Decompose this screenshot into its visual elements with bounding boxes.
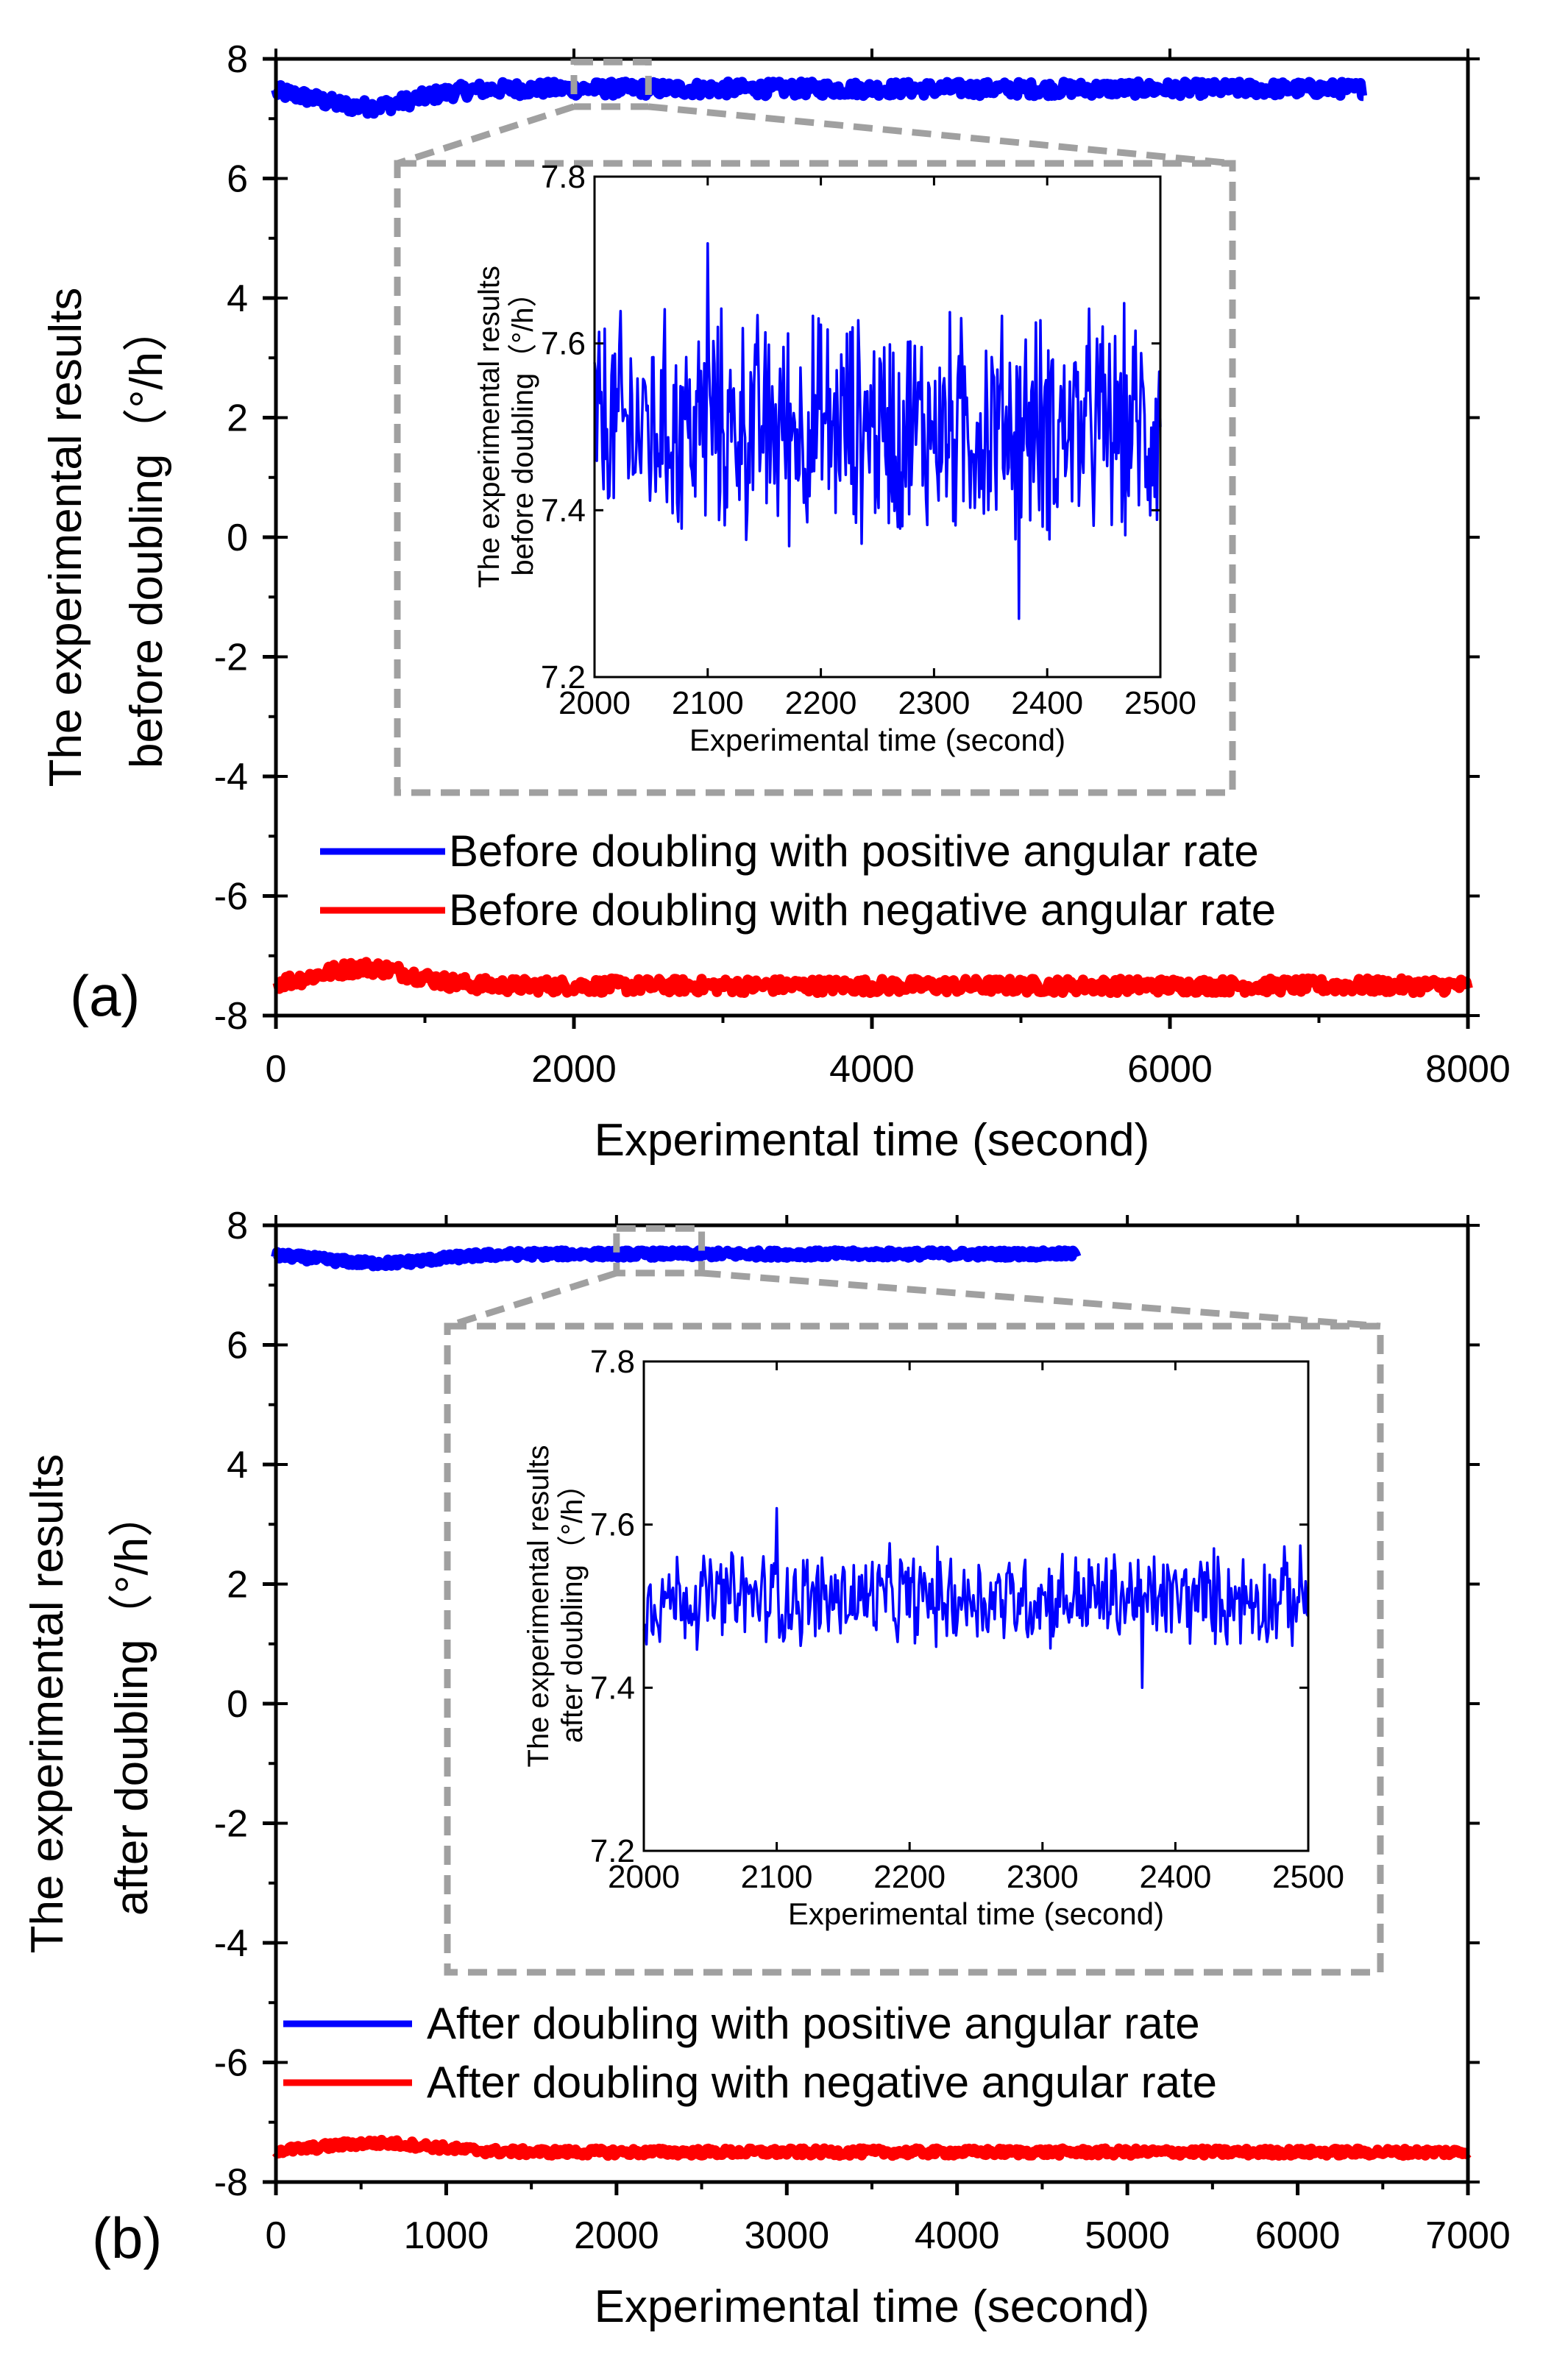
inset-x-tick-label: 2500 — [1272, 1859, 1344, 1895]
inset-y-tick-label: 7.4 — [590, 1670, 635, 1706]
y-axis-title-line: The experimental results — [40, 288, 91, 787]
inset-frame — [593, 175, 1162, 679]
inset-y-tick-label: 7.2 — [590, 1833, 635, 1869]
panel-label: (b) — [92, 2206, 162, 2270]
inset-y-axis-title: The experimental results before doubling（… — [473, 266, 539, 588]
inset-dashed-border — [444, 1322, 1384, 1976]
x-tick-label: 8000 — [1425, 1048, 1511, 1091]
inset-x-tick-label: 2200 — [873, 1859, 946, 1895]
x-tick-label: 3000 — [744, 2214, 829, 2257]
y-tick-label: 2 — [227, 397, 248, 440]
x-tick-label: 1000 — [404, 2214, 489, 2257]
y-tick-label: 6 — [227, 1325, 248, 1367]
inset-x-tick-label: 2100 — [672, 685, 744, 721]
y-axis-title-line: after doubling（°/h） — [107, 1492, 157, 1916]
y-tick-label: -8 — [214, 995, 248, 1038]
y-tick-label: 4 — [227, 277, 248, 320]
legend-label: After doubling with positive angular rat… — [427, 1999, 1200, 2048]
inset-x-tick-label: 2000 — [558, 685, 631, 721]
inset-y-axis-title-line: The experimental results — [473, 266, 505, 588]
inset-series-line — [642, 1506, 1310, 1690]
x-tick-label: 4000 — [829, 1048, 915, 1091]
x-tick-label: 0 — [266, 1048, 287, 1091]
inset-x-tick-label: 2300 — [1007, 1859, 1079, 1895]
panel-label: (a) — [70, 963, 140, 1028]
y-tick-label: -6 — [214, 2042, 248, 2085]
panel-b: 8 6 4 2 0 -2 -4 -6 -8 0 1000 2000 3000 4000 5000 6000 70… — [22, 1205, 1511, 2332]
inset-y-axis-title: The experimental results after doubling（°… — [522, 1445, 589, 1768]
inset-y-tick-label: 7.8 — [541, 159, 586, 195]
y-tick-label: 0 — [227, 517, 248, 559]
y-tick-label: 8 — [227, 38, 248, 81]
series-line-positive — [271, 1245, 1082, 1272]
zoom-connector-right — [701, 1269, 1381, 1330]
y-axis-title-line: before doubling（°/h） — [121, 306, 172, 768]
inset-x-tick-label: 2300 — [898, 685, 970, 721]
y-tick-label: 2 — [227, 1564, 248, 1607]
series-line-positive — [271, 76, 1368, 119]
zoom-region-box — [570, 58, 652, 110]
x-tick-label: 4000 — [915, 2214, 1000, 2257]
inset-x-tick-label: 2200 — [785, 685, 857, 721]
inset-y-axis-title-line: after doubling（°/h） — [556, 1470, 589, 1743]
inset-y-axis-title-line: The experimental results — [522, 1445, 555, 1768]
inset-y-tick-label: 7.8 — [590, 1344, 635, 1380]
x-axis-title: Experimental time (second) — [595, 1115, 1150, 1166]
y-tick-label: 8 — [227, 1205, 248, 1247]
zoom-connector-right — [648, 103, 1233, 167]
series-line-negative — [272, 2134, 1472, 2161]
zoom-connector-left — [446, 1269, 618, 1330]
panel-a: 8 6 4 2 0 -2 -4 -6 -8 0 2000 4000 6000 8000 Experiment… — [40, 38, 1511, 1166]
series-line-negative — [272, 957, 1473, 999]
y-tick-label: -4 — [214, 1922, 248, 1965]
inset-x-axis-title: Experimental time (second) — [689, 723, 1065, 757]
inset-y-tick-label: 7.6 — [590, 1507, 635, 1543]
inset-x-tick-label: 2400 — [1011, 685, 1083, 721]
legend-label: Before doubling with negative angular ra… — [449, 885, 1276, 935]
inset-x-tick-label: 2500 — [1124, 685, 1196, 721]
inset-dashed-border — [394, 160, 1236, 796]
inset-y-axis-title-line: before doubling（°/h） — [507, 277, 539, 575]
x-tick-label: 6000 — [1127, 1048, 1213, 1091]
y-tick-label: -2 — [214, 637, 248, 679]
inset-x-tick-label: 2100 — [741, 1859, 813, 1895]
x-tick-label: 2000 — [531, 1048, 617, 1091]
y-tick-label: 4 — [227, 1444, 248, 1487]
zoom-connector-left — [396, 103, 575, 167]
inset-x-tick-label: 2000 — [608, 1859, 680, 1895]
y-axis-title: The experimental results before doubling（… — [40, 288, 172, 787]
y-tick-label: 6 — [227, 158, 248, 201]
x-tick-label: 2000 — [574, 2214, 659, 2257]
x-tick-label: 6000 — [1255, 2214, 1341, 2257]
x-axis-title: Experimental time (second) — [595, 2281, 1150, 2332]
inset-x-axis-title: Experimental time (second) — [788, 1896, 1164, 1931]
inset-y-tick-label: 7.2 — [541, 659, 586, 695]
x-tick-label: 5000 — [1085, 2214, 1170, 2257]
y-tick-label: 0 — [227, 1683, 248, 1726]
y-tick-label: -2 — [214, 1803, 248, 1846]
legend-label: After doubling with negative angular rat… — [427, 2058, 1217, 2107]
inset-y-tick-label: 7.6 — [541, 326, 586, 362]
y-tick-label: -6 — [214, 876, 248, 918]
y-tick-label: -4 — [214, 756, 248, 798]
x-tick-label: 7000 — [1425, 2214, 1511, 2257]
zoom-region-box — [613, 1225, 706, 1277]
x-tick-label: 0 — [266, 2214, 287, 2257]
inset-frame — [642, 1360, 1310, 1852]
y-axis-title-line: The experimental results — [22, 1454, 73, 1954]
inset-x-tick-label: 2400 — [1139, 1859, 1211, 1895]
y-axis-title: The experimental results after doubling（°… — [22, 1454, 157, 1954]
inset-series-line — [593, 241, 1162, 620]
legend-label: Before doubling with positive angular ra… — [449, 826, 1259, 876]
inset-y-tick-label: 7.4 — [541, 492, 586, 528]
y-tick-label: -8 — [214, 2161, 248, 2204]
